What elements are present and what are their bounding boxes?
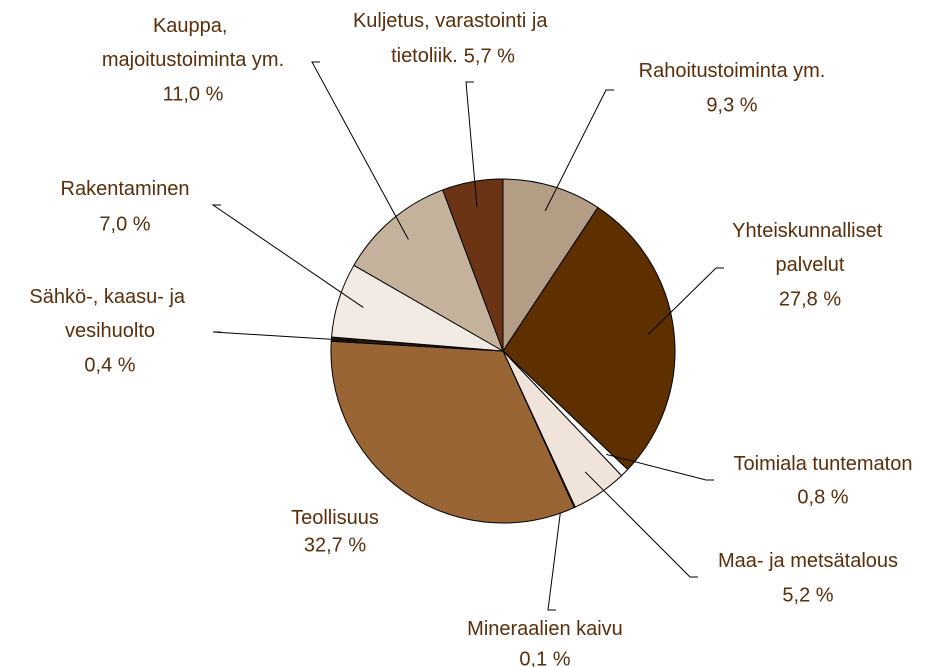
label-line: palvelut — [776, 254, 845, 276]
slice-label: Toimiala tuntematon — [734, 453, 913, 475]
label-line: Mineraalien kaivu — [467, 618, 623, 640]
value-label: 0,8 % — [797, 486, 848, 508]
value-label: 32,7 % — [304, 534, 366, 556]
value-label: 5,2 % — [782, 584, 833, 606]
leader-line — [465, 81, 478, 208]
slice-label: Teollisuus — [291, 507, 379, 529]
label-line: Rakentaminen — [61, 178, 190, 200]
value-label: 7,0 % — [99, 213, 150, 235]
label-line: tietoliik. — [391, 45, 458, 67]
label-line: Kuljetus, varastointi ja — [353, 10, 553, 32]
leader-line — [584, 471, 698, 578]
slice-label: Kauppa, majoitustoiminta ym. — [102, 15, 284, 71]
pie-slice — [353, 189, 504, 353]
label-line: Rahoitustoiminta ym. — [639, 60, 826, 82]
slice-label: Rahoitustoiminta ym. — [639, 60, 826, 82]
leader-line — [211, 204, 364, 308]
leader-line — [547, 483, 565, 611]
leader-line — [647, 267, 724, 335]
label-line: Teollisuus — [291, 507, 379, 529]
leader-line — [212, 331, 358, 342]
slice-label: Maa- ja metsätalous — [718, 550, 898, 572]
value-label: 9,3 % — [706, 94, 757, 116]
slice-label: Kuljetus, varastointi ja tietoliik. — [353, 10, 553, 67]
label-line: Maa- ja metsätalous — [718, 550, 898, 572]
pie-slice — [502, 178, 599, 353]
label-line: Toimiala tuntematon — [734, 453, 913, 475]
label-line: majoitustoiminta ym. — [102, 49, 284, 71]
slice-label: Sähkö-, kaasu- ja vesihuolto — [29, 286, 190, 342]
value-label: 0,4 % — [84, 354, 135, 376]
slice-label: Mineraalien kaivu — [467, 618, 623, 640]
slice-label: Rakentaminen — [61, 178, 190, 200]
label-line: Kauppa, — [153, 15, 233, 37]
label-line: Yhteiskunnalliset — [732, 220, 888, 242]
value-label: 11,0 % — [163, 83, 224, 105]
pie-slice — [442, 178, 504, 352]
label-line: Sähkö-, kaasu- ja — [29, 286, 190, 308]
value-label: 27,8 % — [779, 288, 841, 310]
slice-label: Yhteiskunnalliset palvelut — [732, 220, 888, 276]
value-label: 0,1 % — [519, 648, 570, 667]
value-label: 5,7 % — [464, 45, 515, 67]
label-line: vesihuolto — [65, 320, 155, 342]
leader-line — [606, 453, 714, 481]
pie-slice — [330, 340, 575, 524]
leader-line — [311, 61, 409, 240]
leader-line — [544, 89, 614, 212]
pie-slice — [502, 206, 676, 471]
